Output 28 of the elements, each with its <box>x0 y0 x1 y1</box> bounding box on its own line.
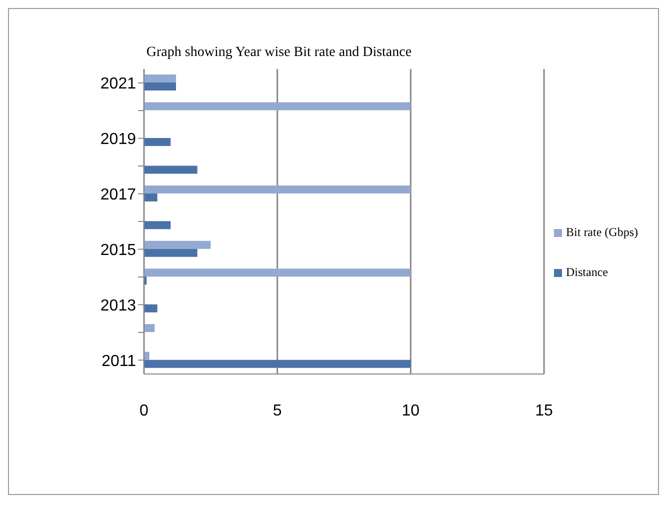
legend-label: Bit rate (Gbps) <box>566 224 638 238</box>
legend-label: Distance <box>566 264 608 278</box>
bar <box>144 268 411 277</box>
y-tick-label: 2021 <box>100 76 136 93</box>
y-tick-label: 2019 <box>100 131 136 148</box>
chart-title: Graph showing Year wise Bit rate and Distance <box>145 45 413 61</box>
bar <box>144 166 198 174</box>
x-tick-label: 10 <box>402 402 420 420</box>
bar <box>144 324 155 332</box>
y-tick-label: 2013 <box>100 297 136 314</box>
y-tick-label: 2015 <box>100 242 136 259</box>
bar <box>144 193 158 202</box>
x-tick-label: 0 <box>140 402 149 420</box>
bar <box>144 248 198 257</box>
bar <box>144 138 171 146</box>
bar <box>144 82 176 91</box>
x-tick-label: 15 <box>535 402 554 420</box>
bar <box>144 360 411 368</box>
bar <box>144 304 158 312</box>
bar <box>144 240 211 249</box>
bar <box>144 221 171 230</box>
bar <box>144 74 176 83</box>
bar <box>144 102 411 110</box>
bar <box>144 185 411 194</box>
y-tick-label: 2017 <box>100 186 136 204</box>
y-tick-label: 2011 <box>102 352 136 370</box>
bar <box>144 352 150 360</box>
x-tick-label: 5 <box>272 402 282 420</box>
